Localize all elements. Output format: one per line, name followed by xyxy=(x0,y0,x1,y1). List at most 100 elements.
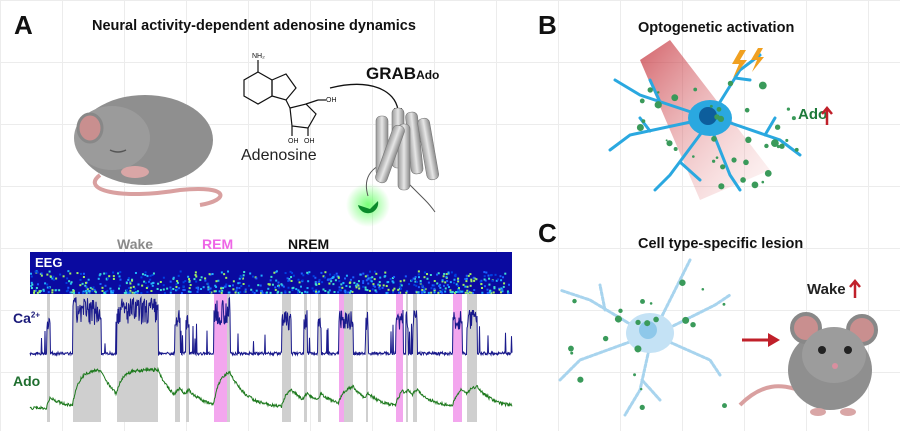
eeg-pixel xyxy=(345,284,348,287)
eeg-pixel xyxy=(333,291,336,294)
eeg-pixel xyxy=(338,289,341,292)
eeg-pixel xyxy=(217,279,220,282)
eeg-pixel xyxy=(490,291,493,294)
wake-band xyxy=(186,294,189,422)
eeg-pixel xyxy=(430,287,433,290)
eeg-pixel xyxy=(257,284,260,287)
eeg-pixel xyxy=(35,286,38,289)
eeg-pixel xyxy=(144,271,147,274)
eeg-pixel xyxy=(292,274,295,277)
eeg-pixel xyxy=(274,286,277,289)
adenosine-dot xyxy=(690,321,696,328)
eeg-pixel xyxy=(439,283,442,286)
eeg-pixel xyxy=(188,280,191,283)
eeg-pixel xyxy=(125,289,128,292)
eeg-pixel xyxy=(489,289,492,292)
eeg-pixel xyxy=(327,278,330,281)
eeg-pixel xyxy=(48,270,51,273)
eeg-pixel xyxy=(368,289,371,292)
eeg-pixel xyxy=(372,284,375,287)
eeg-pixel xyxy=(322,288,325,291)
eeg-pixel xyxy=(109,287,112,290)
ado-trace xyxy=(29,366,513,411)
eeg-pixel xyxy=(207,288,210,291)
eeg-pixel xyxy=(243,290,246,293)
eeg-pixel xyxy=(329,277,332,280)
eeg-pixel xyxy=(467,290,470,293)
eeg-pixel xyxy=(367,282,370,285)
eeg-pixel xyxy=(224,285,227,288)
rem-band xyxy=(453,294,462,422)
eeg-pixel xyxy=(76,272,79,275)
eeg-pixel xyxy=(112,289,115,292)
eeg-pixel xyxy=(415,291,418,294)
eeg-pixel xyxy=(40,274,43,277)
eeg-pixel xyxy=(447,286,450,289)
eeg-pixel xyxy=(404,275,407,278)
eeg-pixel xyxy=(492,291,495,294)
panel-a-letter: A xyxy=(14,10,33,40)
eeg-pixel xyxy=(338,286,341,289)
eeg-pixel xyxy=(156,287,159,290)
eeg-pixel xyxy=(462,290,465,293)
molecule-label: Adenosine xyxy=(241,147,317,164)
adenosine-dot xyxy=(764,169,772,177)
eeg-pixel xyxy=(437,291,440,294)
eeg-pixel xyxy=(288,291,291,294)
eeg-pixel xyxy=(500,287,503,290)
eeg-pixel xyxy=(454,275,457,278)
eeg-pixel xyxy=(359,273,362,276)
eeg-pixel xyxy=(366,274,369,277)
eeg-pixel xyxy=(84,281,87,284)
sensor-label: GRABAdo xyxy=(366,64,439,84)
eeg-pixel xyxy=(298,290,301,293)
eeg-pixel xyxy=(145,287,148,290)
eeg-pixel xyxy=(444,281,447,284)
eeg-pixel xyxy=(373,270,376,273)
eeg-pixel xyxy=(356,283,359,286)
eeg-pixel xyxy=(243,271,246,274)
eeg-pixel xyxy=(498,288,501,291)
eeg-pixel xyxy=(470,291,473,294)
eeg-pixel xyxy=(237,282,240,285)
eeg-pixel xyxy=(199,278,202,281)
eeg-pixel xyxy=(103,291,106,294)
eeg-pixel xyxy=(453,278,456,281)
eeg-pixel xyxy=(438,285,441,288)
adenosine-dot xyxy=(743,159,749,166)
eeg-pixel xyxy=(301,279,304,282)
eeg-pixel xyxy=(31,283,34,286)
eeg-pixel xyxy=(151,274,154,277)
eeg-pixel xyxy=(271,283,274,286)
eeg-pixel xyxy=(300,272,303,275)
eeg-pixel xyxy=(352,276,355,279)
eeg-pixel xyxy=(399,287,402,290)
eeg-pixel xyxy=(261,291,264,294)
eeg-pixel xyxy=(320,271,323,274)
eeg-pixel xyxy=(290,276,293,279)
eeg-pixel xyxy=(441,280,444,283)
eeg-pixel xyxy=(214,290,217,293)
eeg-pixel xyxy=(495,279,498,282)
eeg-pixel xyxy=(184,280,187,283)
eeg-pixel xyxy=(458,291,461,294)
eeg-pixel xyxy=(419,280,422,283)
wake-band xyxy=(227,294,230,422)
wake-band xyxy=(366,294,368,422)
eeg-pixel xyxy=(210,291,213,294)
eeg-pixel xyxy=(417,270,420,273)
eeg-pixel xyxy=(491,279,494,282)
eeg-pixel xyxy=(221,289,224,292)
eeg-pixel xyxy=(175,285,178,288)
adenosine-dot xyxy=(647,87,653,93)
eeg-pixel xyxy=(413,283,416,286)
eeg-pixel xyxy=(284,290,287,293)
eeg-pixel xyxy=(69,282,72,285)
eeg-pixel xyxy=(486,288,489,291)
eeg-pixel xyxy=(228,285,231,288)
eeg-pixel xyxy=(36,283,39,286)
eeg-pixel xyxy=(235,288,238,291)
sensor-name: GRAB xyxy=(366,64,417,83)
eeg-pixel xyxy=(369,279,372,282)
eeg-pixel xyxy=(264,291,267,294)
